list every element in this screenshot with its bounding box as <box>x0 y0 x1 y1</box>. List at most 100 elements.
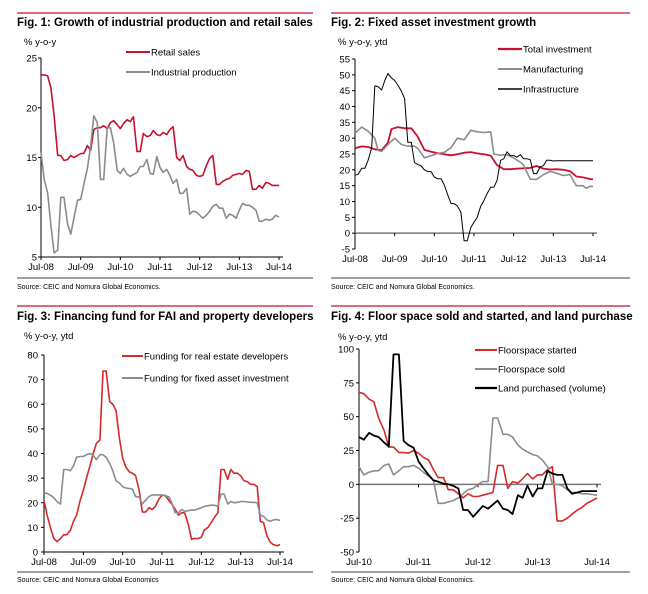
fig3-series-funding-for-real-estate-developers <box>43 370 281 547</box>
fig3-legend-label: Funding for fixed asset investment <box>144 374 289 385</box>
fig1-y-tick-label: 20 <box>26 103 37 114</box>
fig4-y-tick-label: 0 <box>349 480 354 491</box>
fig4-source: Source: CEIC and Nomura Global Economics… <box>331 577 475 584</box>
fig3-panel: Fig. 3: Financing fund for FAI and prope… <box>17 305 313 584</box>
fig1-x-tick-label: Jul-11 <box>147 262 172 273</box>
fig3-series-funding-for-fixed-asset-investment <box>43 452 281 523</box>
fig1-panel: Fig. 1: Growth of industrial production … <box>17 12 313 291</box>
fig2-y-unit: % y-o-y, ytd <box>338 37 387 48</box>
fig3-legend-label: Funding for real estate developers <box>144 352 288 363</box>
fig2-x-tick-label: Jul-08 <box>342 254 368 265</box>
fig2-x-tick-label: Jul-09 <box>382 254 408 265</box>
fig2-series-total-investment <box>354 126 594 181</box>
fig3-y-tick-label: 10 <box>27 523 38 534</box>
fig2-legend-label: Manufacturing <box>523 65 583 76</box>
fig1-x-tick-label: Jul-13 <box>226 262 252 273</box>
fig2-plot: -5 0 5 10 15 20 25 30 35 40 45 50 55 Jul-08 Jul-09 Jul-… <box>339 45 606 266</box>
fig2-y-tick-label: 30 <box>339 134 350 145</box>
fig4-y-tick-label: 75 <box>343 378 354 389</box>
fig4-y-tick-label: 25 <box>343 446 354 457</box>
fig2-panel: Fig. 2: Fixed asset investment growth % … <box>331 12 630 291</box>
fig2-y-tick-label: -5 <box>342 245 350 256</box>
fig3-y-tick-label: 0 <box>33 548 38 559</box>
fig2-y-tick-label: 40 <box>339 102 350 113</box>
fig4-panel: Fig. 4: Floor space sold and started, an… <box>331 305 633 584</box>
fig2-y-tick-label: 0 <box>345 229 350 240</box>
fig1-legend-label: Industrial production <box>151 68 237 79</box>
fig3-plot: 0 10 20 30 40 50 60 70 80 Jul-08 Jul-09 Jul-10 Jul-1… <box>27 351 293 569</box>
fig3-y-tick-label: 50 <box>27 424 38 435</box>
fig4-legend-label: Floorspace sold <box>498 365 565 376</box>
fig4-legend-label: Floorspace started <box>498 346 577 357</box>
fig2-y-tick-label: 15 <box>339 181 350 192</box>
fig3-y-tick-label: 70 <box>27 375 38 386</box>
fig1-y-tick-label: 10 <box>26 203 37 214</box>
fig3-x-tick-label: Jul-11 <box>149 557 174 568</box>
fig1-title: Fig. 1: Growth of industrial production … <box>17 17 313 29</box>
fig1-source: Source: CEIC and Nomura Global Economics… <box>17 284 161 291</box>
fig2-y-tick-label: 5 <box>345 213 350 224</box>
fig2-y-tick-label: 10 <box>339 197 350 208</box>
fig2-legend-label: Total investment <box>523 45 592 56</box>
fig2-y-tick-label: 35 <box>339 118 350 129</box>
fig2-x-tick-label: Jul-10 <box>421 254 447 265</box>
fig3-y-tick-label: 30 <box>27 474 38 485</box>
fig1-y-unit: % y-o-y <box>24 37 56 48</box>
fig3-y-tick-label: 40 <box>27 449 38 460</box>
fig1-x-tick-label: Jul-14 <box>266 262 292 273</box>
fig2-legend-label: Infrastructure <box>523 85 579 96</box>
fig1-plot: 5 10 15 20 25 Jul-08 Jul-09 Jul-10 Jul-11 Jul-12 J… <box>26 48 292 274</box>
fig4-x-tick-label: Jul-12 <box>465 557 491 568</box>
fig1-y-tick-label: 25 <box>26 54 37 65</box>
fig3-y-tick-label: 60 <box>27 400 38 411</box>
fig2-x-tick-label: Jul-11 <box>461 254 486 265</box>
fig1-series-industrial-production <box>40 114 280 254</box>
fig3-y-tick-label: 20 <box>27 498 38 509</box>
fig2-y-tick-label: 55 <box>339 55 350 66</box>
fig4-legend-label: Land purchased (volume) <box>498 384 606 395</box>
fig4-plot: -50 -25 0 25 50 75 100 Jul-10 Jul-11 Jul-12 Jul-13… <box>338 345 610 569</box>
fig2-series-manufacturing <box>354 126 594 189</box>
fig2-source: Source: CEIC and Nomura Global Economics… <box>331 284 475 291</box>
fig2-title: Fig. 2: Fixed asset investment growth <box>331 17 536 29</box>
fig2-y-tick-label: 50 <box>339 70 350 81</box>
fig4-y-tick-label: -50 <box>340 548 354 559</box>
fig1-y-tick-label: 15 <box>26 153 37 164</box>
fig3-x-tick-label: Jul-13 <box>228 557 254 568</box>
fig2-x-tick-label: Jul-13 <box>540 254 566 265</box>
fig3-x-tick-label: Jul-10 <box>110 557 136 568</box>
fig2-y-tick-label: 45 <box>339 86 350 97</box>
fig4-x-tick-label: Jul-13 <box>525 557 551 568</box>
fig4-x-tick-label: Jul-11 <box>406 557 431 568</box>
fig3-x-tick-label: Jul-09 <box>70 557 96 568</box>
fig3-y-unit: % y-o-y, ytd <box>24 331 73 342</box>
fig4-series-land-purchased-volume <box>358 353 597 518</box>
fig3-x-tick-label: Jul-14 <box>267 557 293 568</box>
fig4-series-floorspace-started <box>358 391 598 522</box>
fig1-x-tick-label: Jul-10 <box>107 262 133 273</box>
fig1-x-tick-label: Jul-12 <box>187 262 213 273</box>
fig4-y-tick-label: -25 <box>340 514 354 525</box>
fig2-y-tick-label: 25 <box>339 150 350 161</box>
fig2-x-tick-label: Jul-14 <box>580 254 606 265</box>
fig4-title: Fig. 4: Floor space sold and started, an… <box>331 311 633 323</box>
fig2-x-tick-label: Jul-12 <box>501 254 527 265</box>
fig4-series-floorspace-sold <box>358 417 598 505</box>
fig4-x-tick-label: Jul-10 <box>346 557 372 568</box>
fig3-x-tick-label: Jul-08 <box>31 557 57 568</box>
fig4-x-tick-label: Jul-14 <box>584 557 610 568</box>
fig4-y-unit: % y-o-y, ytd <box>338 332 387 343</box>
fig3-x-tick-label: Jul-12 <box>188 557 214 568</box>
fig4-y-tick-label: 100 <box>338 345 354 356</box>
fig1-series-retail-sales <box>41 74 279 191</box>
fig1-x-tick-label: Jul-09 <box>68 262 94 273</box>
fig1-x-tick-label: Jul-08 <box>28 262 54 273</box>
fig3-source: Source: CEIC and Nomura Global Economics <box>17 577 159 584</box>
fig2-y-tick-label: 20 <box>339 165 350 176</box>
fig3-y-tick-label: 80 <box>27 351 38 362</box>
fig3-title: Fig. 3: Financing fund for FAI and prope… <box>17 311 313 323</box>
fig2-series-infrastructure <box>354 73 593 242</box>
fig4-y-tick-label: 50 <box>343 412 354 423</box>
fig1-y-tick-label: 5 <box>32 253 37 264</box>
